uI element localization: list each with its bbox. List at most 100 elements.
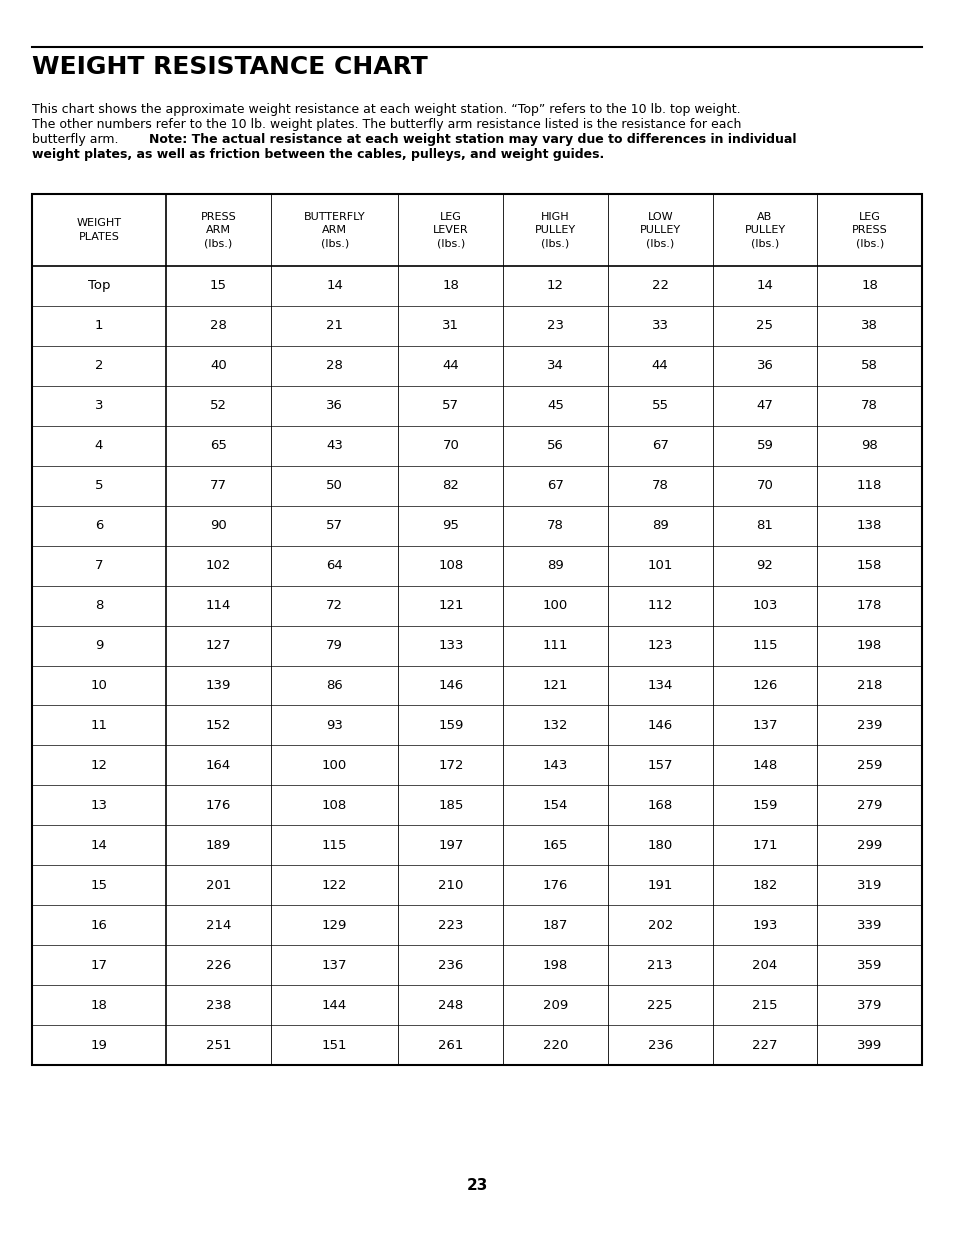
Text: 5: 5: [94, 479, 103, 493]
Text: 127: 127: [206, 638, 231, 652]
Text: 90: 90: [210, 519, 227, 532]
Text: 103: 103: [752, 599, 777, 613]
Text: 209: 209: [542, 999, 568, 1011]
Text: 191: 191: [647, 879, 672, 892]
Text: PLATES: PLATES: [78, 232, 119, 242]
Text: 8: 8: [94, 599, 103, 613]
Text: 57: 57: [326, 519, 343, 532]
Text: 21: 21: [326, 320, 343, 332]
Text: 178: 178: [856, 599, 882, 613]
Text: 15: 15: [91, 879, 108, 892]
Text: 213: 213: [647, 958, 672, 972]
Text: 44: 44: [442, 359, 458, 373]
Text: 55: 55: [651, 399, 668, 412]
Text: 123: 123: [647, 638, 672, 652]
Text: WEIGHT RESISTANCE CHART: WEIGHT RESISTANCE CHART: [32, 56, 427, 79]
Text: 319: 319: [856, 879, 882, 892]
Text: 151: 151: [321, 1039, 347, 1051]
Text: 47: 47: [756, 399, 773, 412]
Text: PULLEY: PULLEY: [535, 225, 576, 235]
Text: 339: 339: [856, 919, 882, 931]
Text: 67: 67: [651, 440, 668, 452]
Text: 238: 238: [206, 999, 231, 1011]
Text: LOW: LOW: [647, 211, 673, 221]
Text: PULLEY: PULLEY: [743, 225, 784, 235]
Text: 70: 70: [442, 440, 458, 452]
Text: 112: 112: [647, 599, 672, 613]
Text: 126: 126: [752, 679, 777, 692]
Text: 133: 133: [437, 638, 463, 652]
Text: 108: 108: [322, 799, 347, 811]
Text: 223: 223: [437, 919, 463, 931]
Text: (lbs.): (lbs.): [645, 238, 674, 248]
Text: 152: 152: [206, 719, 231, 732]
Text: weight plates, as well as friction between the cables, pulleys, and weight guide: weight plates, as well as friction betwe…: [32, 148, 603, 161]
Text: 77: 77: [210, 479, 227, 493]
Text: 134: 134: [647, 679, 672, 692]
Text: 19: 19: [91, 1039, 108, 1051]
Text: 3: 3: [94, 399, 103, 412]
Text: 12: 12: [91, 758, 108, 772]
Text: 399: 399: [856, 1039, 882, 1051]
Text: 64: 64: [326, 559, 343, 572]
Text: PULLEY: PULLEY: [639, 225, 680, 235]
Text: 359: 359: [856, 958, 882, 972]
Text: 108: 108: [437, 559, 463, 572]
Text: 81: 81: [756, 519, 773, 532]
Text: 43: 43: [326, 440, 343, 452]
Text: 159: 159: [437, 719, 463, 732]
Text: 146: 146: [437, 679, 463, 692]
Text: 129: 129: [321, 919, 347, 931]
Text: 86: 86: [326, 679, 343, 692]
Text: 2: 2: [94, 359, 103, 373]
Text: 176: 176: [542, 879, 568, 892]
Text: 100: 100: [542, 599, 568, 613]
Text: 14: 14: [756, 279, 773, 293]
Text: 143: 143: [542, 758, 568, 772]
Text: (lbs.): (lbs.): [541, 238, 569, 248]
Text: 197: 197: [437, 839, 463, 852]
Text: 148: 148: [752, 758, 777, 772]
Text: 14: 14: [91, 839, 108, 852]
Text: 132: 132: [542, 719, 568, 732]
Text: 67: 67: [546, 479, 563, 493]
Text: 1: 1: [94, 320, 103, 332]
Text: PRESS: PRESS: [200, 211, 236, 221]
Text: 251: 251: [206, 1039, 231, 1051]
Text: 118: 118: [856, 479, 882, 493]
Text: 198: 198: [542, 958, 568, 972]
Text: 185: 185: [437, 799, 463, 811]
Text: ARM: ARM: [322, 225, 347, 235]
Text: 12: 12: [546, 279, 563, 293]
Text: 122: 122: [321, 879, 347, 892]
Text: 4: 4: [94, 440, 103, 452]
Text: ARM: ARM: [206, 225, 231, 235]
Text: 115: 115: [751, 638, 777, 652]
Text: 23: 23: [546, 320, 563, 332]
Text: 38: 38: [861, 320, 877, 332]
Text: 176: 176: [206, 799, 231, 811]
Text: 98: 98: [861, 440, 877, 452]
Text: 299: 299: [856, 839, 882, 852]
Text: 227: 227: [751, 1039, 777, 1051]
Text: This chart shows the approximate weight resistance at each weight station. “Top”: This chart shows the approximate weight …: [32, 103, 740, 116]
Text: 201: 201: [206, 879, 231, 892]
Text: 111: 111: [542, 638, 568, 652]
Text: 114: 114: [206, 599, 231, 613]
Text: 180: 180: [647, 839, 672, 852]
Text: 182: 182: [752, 879, 777, 892]
Text: 204: 204: [752, 958, 777, 972]
Text: 164: 164: [206, 758, 231, 772]
Text: 22: 22: [651, 279, 668, 293]
Text: The other numbers refer to the 10 lb. weight plates. The butterfly arm resistanc: The other numbers refer to the 10 lb. we…: [32, 119, 740, 131]
Text: Top: Top: [88, 279, 111, 293]
Text: 379: 379: [856, 999, 882, 1011]
Text: 95: 95: [442, 519, 458, 532]
Text: 25: 25: [756, 320, 773, 332]
Text: (lbs.): (lbs.): [436, 238, 464, 248]
Text: 193: 193: [752, 919, 777, 931]
Text: 168: 168: [647, 799, 672, 811]
Text: 102: 102: [206, 559, 231, 572]
Text: 215: 215: [751, 999, 777, 1011]
Text: 78: 78: [861, 399, 877, 412]
